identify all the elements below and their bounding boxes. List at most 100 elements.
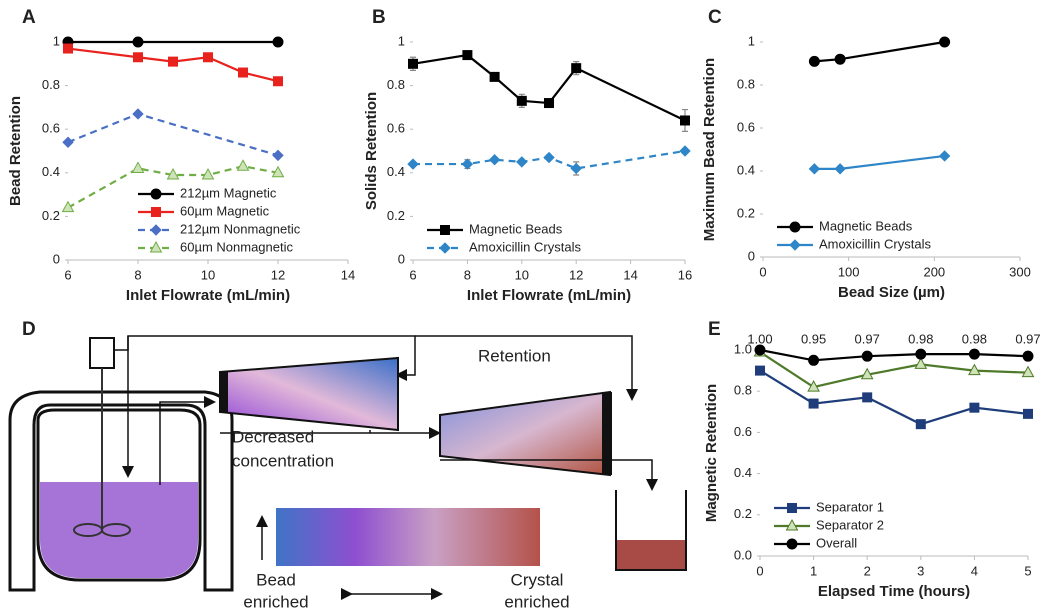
point — [61, 200, 75, 213]
legend-marker — [150, 188, 162, 200]
x-tick-label: 2 — [864, 563, 871, 578]
waste-arrow — [440, 459, 658, 491]
x-tick-label: 6 — [409, 267, 416, 282]
point — [544, 98, 554, 109]
separator-outlet — [602, 392, 612, 475]
x-tick-label: 300 — [1009, 264, 1031, 279]
legend-label: Amoxicillin Crystals — [819, 236, 931, 251]
y-tick-label: 0.6 — [42, 121, 60, 136]
y-tick-label: 0.6 — [734, 424, 752, 439]
x-tick-label: 3 — [917, 563, 924, 578]
point — [516, 95, 527, 106]
feed-arrow — [159, 396, 216, 485]
separator-outlet — [220, 372, 228, 412]
y-tick-label: 0.8 — [42, 77, 60, 92]
legend-marker — [440, 225, 450, 235]
point — [461, 158, 474, 170]
point — [915, 348, 927, 360]
point — [62, 136, 74, 148]
series-line — [759, 351, 1029, 389]
x-tick-label: 5 — [1024, 563, 1031, 578]
point — [272, 149, 284, 162]
legend-marker — [787, 503, 797, 513]
panel-label: C — [708, 7, 722, 28]
legend-label: Amoxicillin Crystals — [469, 239, 581, 254]
x-tick-label: 8 — [464, 267, 471, 282]
y-tick-label: 0.8 — [387, 77, 405, 92]
x-axis-title: Inlet Flowrate (mL/min) — [467, 287, 631, 304]
legend-label: Overall — [816, 535, 857, 550]
point — [968, 348, 980, 360]
point — [915, 419, 926, 430]
series-line — [67, 47, 279, 83]
point — [489, 71, 500, 82]
value-label: 1.00 — [747, 331, 772, 346]
x-tick-label: 0 — [756, 563, 763, 578]
impeller — [101, 523, 131, 537]
point — [201, 167, 215, 180]
separator-2 — [439, 390, 611, 477]
series-line — [412, 53, 686, 122]
series-line — [814, 154, 945, 170]
x-tick-label: 200 — [923, 264, 945, 279]
beaker — [615, 490, 687, 571]
y-tick-label: 0.2 — [387, 208, 405, 223]
x-tick-label: 0 — [759, 264, 766, 279]
point — [968, 363, 981, 376]
point — [808, 55, 820, 67]
x-tick-label: 14 — [341, 267, 355, 282]
x-tick-label: 10 — [201, 267, 215, 282]
point — [272, 36, 284, 48]
point — [862, 392, 873, 403]
point — [166, 167, 180, 180]
x-tick-label: 8 — [134, 267, 141, 282]
point — [132, 36, 144, 48]
crystal-label: Crystal — [511, 570, 564, 589]
point — [1023, 408, 1033, 419]
x-axis-title: Bead Size (µm) — [838, 284, 945, 301]
legend-marker — [439, 242, 451, 254]
vessel-liquid — [40, 482, 198, 578]
y-tick-label: 0.4 — [387, 164, 405, 179]
legend-label: Separator 1 — [816, 499, 884, 514]
retention-label: Retention — [478, 346, 551, 365]
x-tick-label: 14 — [623, 267, 637, 282]
y-tick-label: 0.6 — [387, 121, 405, 136]
point — [570, 162, 582, 175]
point — [238, 67, 248, 78]
point — [834, 163, 846, 175]
series-line — [759, 369, 1029, 426]
point — [516, 156, 528, 168]
y-tick-label: 1 — [748, 33, 755, 48]
x-axis-title: Elapsed Time (hours) — [818, 583, 970, 600]
motor — [89, 337, 115, 369]
y-tick-label: 0.6 — [737, 119, 755, 134]
legend-label: 60µm Magnetic — [180, 203, 270, 218]
series-line — [67, 165, 279, 209]
x-tick-label: 4 — [971, 563, 978, 578]
point — [63, 43, 73, 54]
value-label: 0.95 — [801, 331, 826, 346]
bead-label: Bead — [256, 570, 296, 589]
point — [131, 161, 145, 173]
beaker-liquid — [617, 540, 685, 569]
panel-label: A — [22, 7, 36, 28]
point — [807, 380, 820, 392]
crystal-label: enriched — [504, 592, 569, 610]
series-line — [814, 40, 945, 63]
y-tick-label: 0.2 — [737, 205, 755, 220]
legend-marker — [789, 221, 801, 233]
concentration-label: Decreased — [232, 427, 314, 446]
separator-1 — [219, 356, 399, 432]
concentration-label: concentration — [232, 451, 334, 470]
point — [969, 402, 980, 413]
point — [860, 367, 874, 380]
series-line — [67, 112, 279, 157]
legend-label: Separator 2 — [816, 517, 884, 532]
y-tick-label: 0.8 — [737, 76, 755, 91]
point — [938, 150, 951, 162]
point — [408, 58, 418, 69]
composition-gradient — [276, 508, 540, 566]
point — [132, 108, 144, 120]
